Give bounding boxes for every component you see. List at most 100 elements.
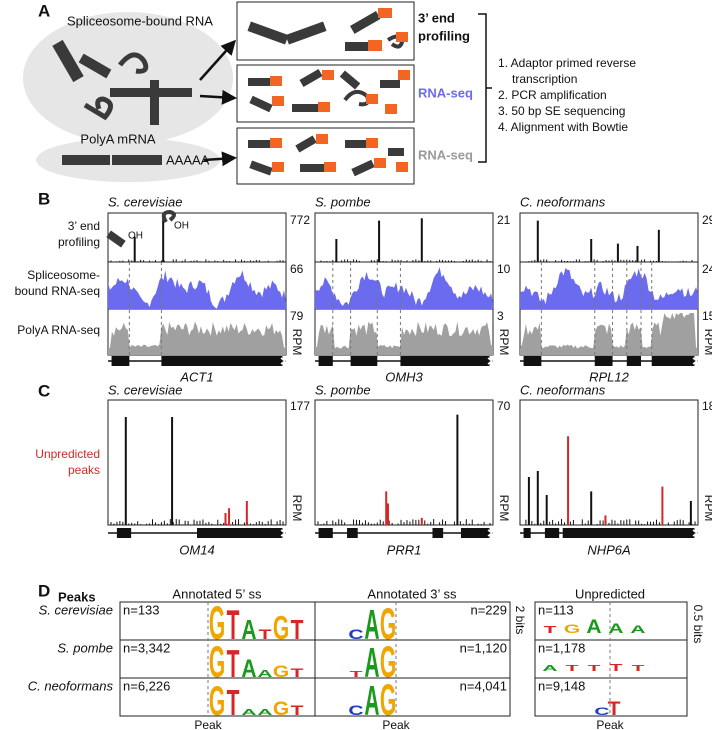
signal-area [520,267,698,309]
logo-letter: G [209,596,225,649]
panel-label: C [38,381,50,400]
logo-letter: A [542,664,558,673]
header: Peaks [58,589,96,604]
track-max: 24 [702,262,712,276]
species: C. neoformans [520,382,606,397]
logo-letter: G [273,609,289,646]
logo-letter: T [632,664,645,673]
scale: 2 bits [513,606,527,635]
unit: RPM [497,495,511,522]
logo-letter: G [564,621,580,635]
logo-letter: C [348,627,363,643]
logo-letter: G [209,677,225,724]
unit: RPM [290,495,304,522]
polya-tail: AAAAA [166,152,210,167]
unit: RPM [290,329,304,356]
column-header: Annotated 5’ ss [172,586,262,601]
logo-letter: A [257,708,273,717]
gene-name: PRR1 [387,542,422,557]
exon [347,528,358,538]
track-label: Unpredicted [35,447,100,461]
track-label: peaks [68,463,100,477]
species: S. cerevisiae [39,602,113,617]
unit: RPM [497,329,511,356]
logo-letter: A [364,601,379,648]
logo-letter: T [227,601,240,648]
species: S. pombe [57,640,113,655]
step: 3. 50 bp SE sequencing [498,104,625,118]
n-label: n=1,120 [460,640,507,655]
logo-letter: G [380,639,396,688]
n-label: n=3,342 [123,640,170,655]
n-label: n=6,226 [123,678,170,693]
method-label: 3’ end [418,10,455,25]
logo-letter: T [291,615,304,645]
exon [523,356,542,366]
logo-letter: G [380,677,396,726]
exon [197,528,283,538]
gene-arrow [487,529,494,537]
exon [318,356,333,366]
species: S. cerevisiae [108,194,182,209]
exon [161,356,283,366]
logo-letter: A [241,654,256,682]
logo-frame [534,601,688,717]
gene-arrow [692,357,699,365]
axis-label: Peak [194,718,222,730]
logo-letter: G [209,639,225,688]
track-max: 3 [497,309,504,323]
signal-area [108,321,286,355]
species: S. pombe [315,382,371,397]
n-label: n=229 [470,602,507,617]
panel-label: D [38,581,50,600]
logo-letter: T [350,670,363,679]
method-label: RNA-seq [418,147,473,162]
track-max: 10 [497,262,511,276]
logo-letter: G [273,663,289,681]
gene-arrow [280,357,287,365]
logo-letter: T [566,664,579,673]
track-max: 772 [290,213,310,227]
track-max: 21 [497,213,511,227]
step: transcription [512,72,577,86]
step: 1. Adaptor primed reverse [498,56,636,70]
logo-letter: G [380,601,396,650]
track-label: bound RNA-seq [15,284,100,298]
gene-arrow [487,357,494,365]
n-label: n=1,178 [538,640,585,655]
logo-letter: G [273,699,289,720]
oh-lariat [161,209,176,224]
signal-area [315,267,493,309]
logo-letter: A [364,639,379,686]
exon [626,356,642,366]
exon [523,528,531,538]
logo-letter: A [630,623,645,635]
logo-letter: A [257,669,272,680]
gene-name: OMH3 [385,369,423,384]
n-label: n=113 [538,602,574,617]
logo-letter: T [227,642,240,685]
source-label: Spliceosome-bound RNA [67,13,213,28]
track-max: 18 [702,399,712,413]
column-header: Unpredicted [575,586,645,601]
track-max: 177 [290,399,310,413]
method-label: profiling [418,28,470,43]
track-max: 70 [497,399,511,413]
axis-label: Peak [382,718,410,730]
method-label: RNA-seq [418,85,473,100]
gene-name: NHP6A [587,542,630,557]
signal-area [108,270,286,309]
track-frame [107,399,287,526]
oh-label: OH [174,221,189,232]
exon [350,356,378,366]
track-label: PolyA RNA-seq [17,323,100,337]
signal-area [520,313,698,355]
column-header: Annotated 3’ ss [367,586,457,601]
exon [544,528,560,538]
signal-area [315,321,493,355]
logo-letter: T [608,699,622,720]
step: 2. PCR amplification [498,88,607,102]
species: C. neoformans [28,678,114,693]
track-frame [314,399,494,526]
track-max: 15 [702,309,712,323]
